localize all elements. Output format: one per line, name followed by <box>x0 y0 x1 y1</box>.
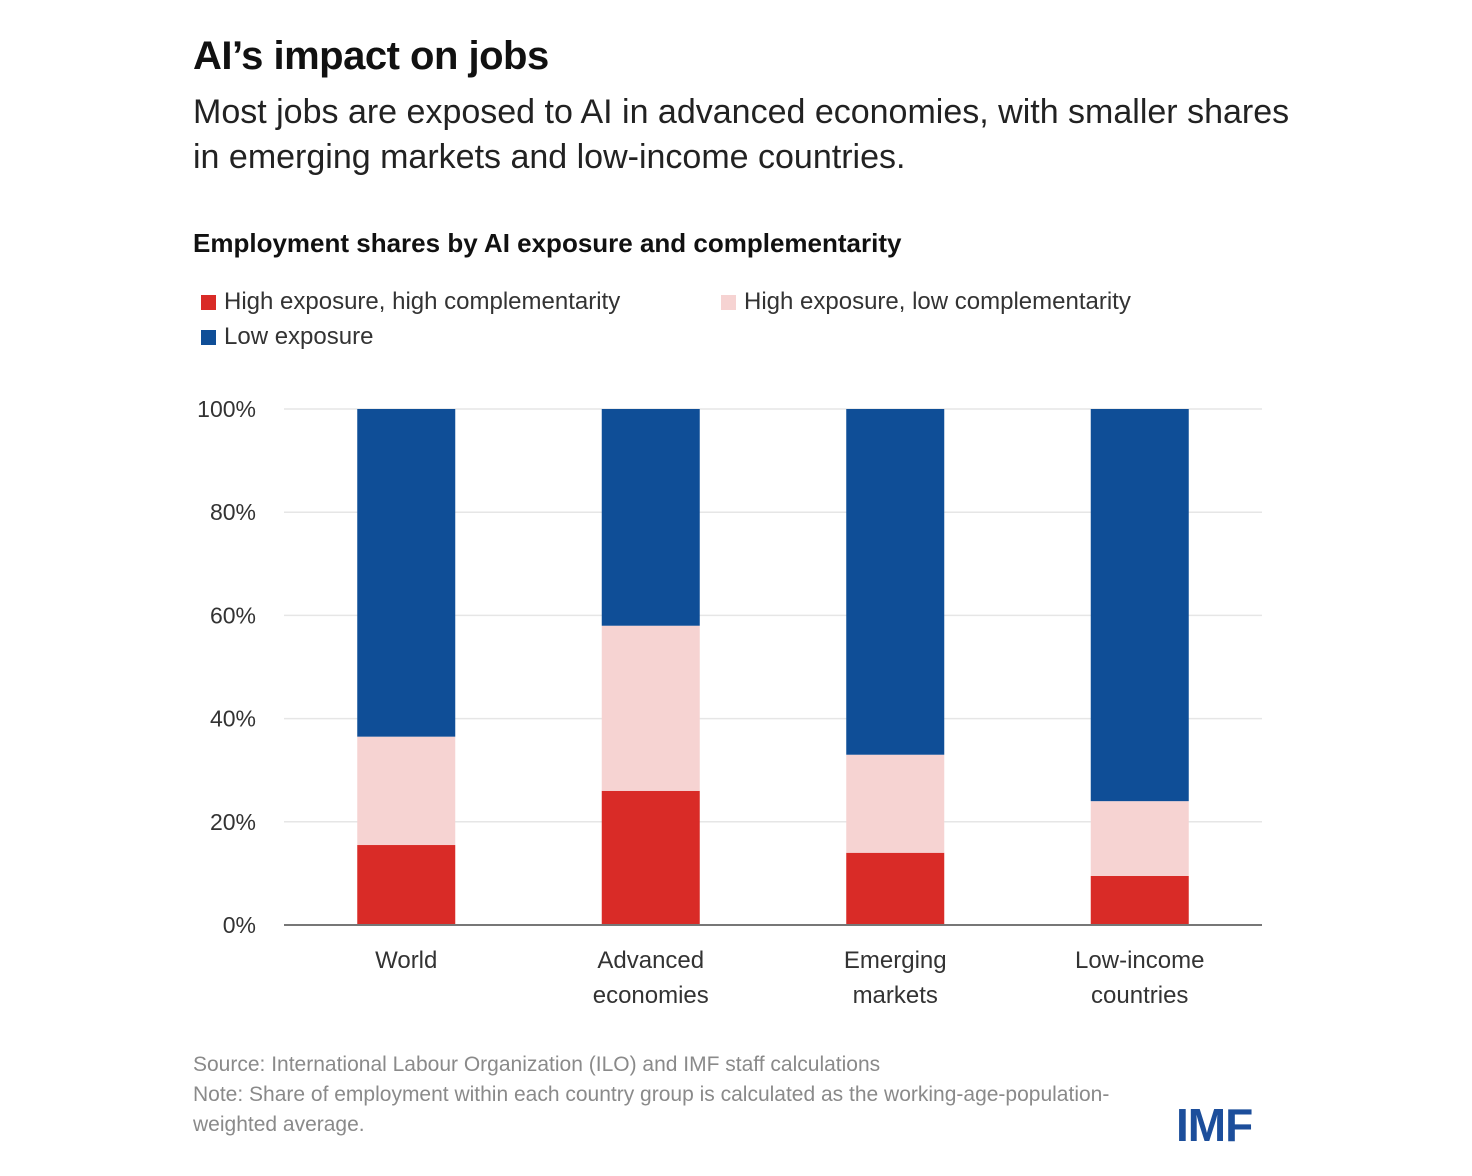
bar-segment-high-exposure-high-complementarity <box>357 845 456 925</box>
legend-label: High exposure, low complementarity <box>744 288 1131 315</box>
x-tick-label: Emerging <box>844 947 947 974</box>
x-tick-label: Low-income <box>1075 947 1204 974</box>
y-tick-label: 0% <box>223 912 256 938</box>
bar-segment-high-exposure-low-complementarity <box>601 625 700 791</box>
chart-footer: Source: International Labour Organizatio… <box>193 1050 1113 1140</box>
x-tick-label: markets <box>853 982 938 1009</box>
legend-item-high-exposure-low-complementarity: High exposure, low complementarity <box>721 288 1131 316</box>
bar-segment-high-exposure-low-complementarity <box>1090 801 1189 876</box>
bar-segment-high-exposure-low-complementarity <box>846 754 945 853</box>
legend-swatch-blue <box>201 329 216 345</box>
legend-swatch-pink <box>721 294 736 310</box>
bar-segment-low-exposure <box>846 409 945 755</box>
bar-segment-low-exposure <box>1090 409 1189 802</box>
axis-labels: 0% 20% 40% 60% 80% 100% World Advanced economies… <box>197 396 1204 1009</box>
bar-segment-low-exposure <box>357 409 456 737</box>
y-tick-label: 100% <box>197 396 256 422</box>
y-tick-label: 80% <box>210 499 256 525</box>
y-tick-label: 20% <box>210 809 256 835</box>
y-tick-label: 40% <box>210 706 256 732</box>
bar-segment-high-exposure-high-complementarity <box>601 790 700 925</box>
source-note: Source: International Labour Organizatio… <box>193 1053 881 1076</box>
legend-item-low-exposure: Low exposure <box>201 323 373 351</box>
bar-segment-high-exposure-low-complementarity <box>357 736 456 846</box>
chart-title: Employment shares by AI exposure and com… <box>193 228 902 258</box>
x-tick-label: countries <box>1091 982 1188 1009</box>
methodology-note: Note: Share of employment within each co… <box>193 1083 1110 1136</box>
imf-logo: IMF <box>1176 1099 1253 1151</box>
legend-label: High exposure, high complementarity <box>224 288 621 315</box>
y-tick-label: 60% <box>210 602 256 628</box>
bar-segment-high-exposure-high-complementarity <box>846 852 945 925</box>
bar-segment-high-exposure-high-complementarity <box>1090 875 1189 925</box>
bars <box>357 409 1189 925</box>
bar-segment-low-exposure <box>601 409 700 626</box>
x-tick-label: economies <box>593 982 709 1009</box>
legend-swatch-red <box>201 294 216 310</box>
legend-label: Low exposure <box>224 323 374 350</box>
x-tick-label: Advanced <box>597 947 704 974</box>
page-title: AI’s impact on jobs <box>193 34 549 78</box>
legend-item-high-exposure-high-complementarity: High exposure, high complementarity <box>201 288 620 316</box>
page-subtitle: Most jobs are exposed to AI in advanced … <box>193 93 1290 176</box>
x-tick-label: World <box>375 947 437 974</box>
